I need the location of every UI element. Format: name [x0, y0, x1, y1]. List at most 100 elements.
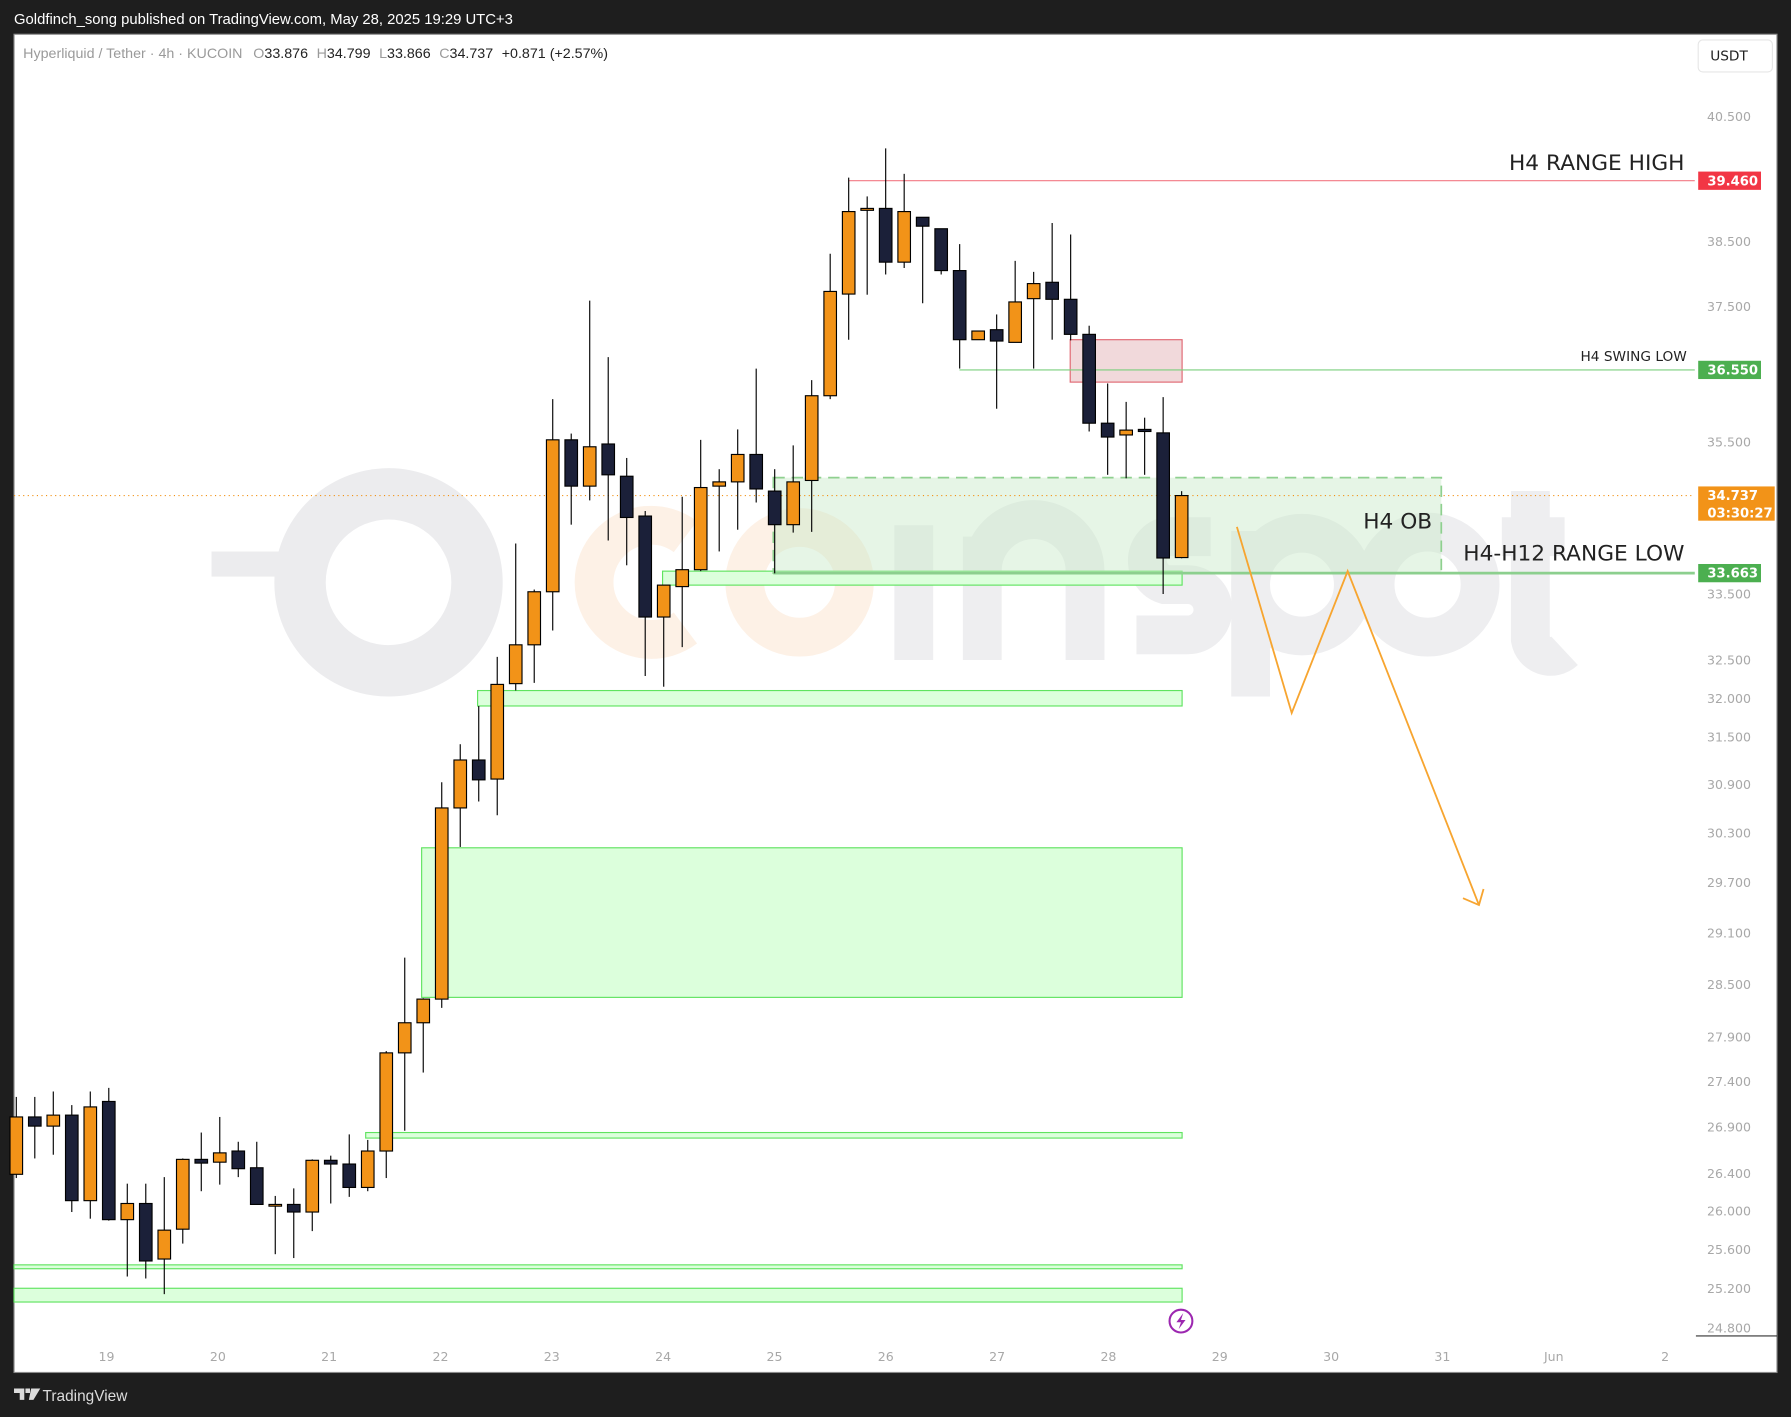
candle-body	[360, 1150, 375, 1189]
price-tick: 25.600	[1707, 1242, 1751, 1257]
candle	[120, 1183, 135, 1277]
candle-body	[601, 443, 616, 476]
candle	[601, 357, 616, 541]
candle-body	[46, 1114, 61, 1127]
swing-low-badge: 36.550	[1707, 363, 1758, 378]
candle	[46, 1091, 61, 1155]
candle-body	[897, 211, 912, 263]
candle-body	[952, 270, 967, 341]
candle	[545, 399, 560, 631]
candle	[527, 589, 542, 683]
symbol-info[interactable]: Hyperliquid / Tether · 4h · KUCOIN	[23, 46, 242, 62]
candle	[508, 543, 523, 691]
candle	[934, 228, 949, 275]
candle	[453, 744, 468, 847]
candle	[342, 1134, 357, 1197]
projection-arrowhead-icon	[1462, 888, 1485, 907]
candle-body	[212, 1152, 227, 1163]
order-block-zone	[772, 476, 1443, 574]
candle-body	[934, 228, 949, 272]
tradingview-logo[interactable]: TradingView	[14, 1388, 128, 1405]
candle-body	[656, 584, 671, 618]
time-tick: 31	[1434, 1349, 1450, 1364]
lightning-event-icon[interactable]	[1168, 1308, 1194, 1334]
candle	[434, 782, 449, 1008]
candle-body	[490, 683, 505, 780]
levels-layer	[14, 180, 1695, 575]
candle-body	[749, 453, 764, 490]
demand-zone	[421, 847, 1183, 998]
zones-layer	[13, 339, 1443, 1303]
candle	[564, 433, 579, 525]
price-tick: 25.200	[1707, 1281, 1751, 1296]
candle	[749, 368, 764, 503]
candle	[823, 253, 838, 400]
range-high-badge-bg	[1698, 171, 1762, 190]
candle	[1063, 234, 1078, 341]
candle	[194, 1132, 209, 1192]
candle	[471, 705, 486, 802]
candle	[64, 1105, 79, 1213]
time-tick: 28	[1100, 1349, 1116, 1364]
candle	[1008, 260, 1023, 343]
candle	[619, 457, 634, 566]
time-tick: 22	[432, 1349, 448, 1364]
candle	[804, 380, 819, 532]
candle	[138, 1183, 153, 1279]
candle	[786, 445, 801, 533]
price-tick: 27.400	[1707, 1074, 1751, 1089]
candle	[841, 177, 856, 340]
candle	[9, 1096, 24, 1179]
candle-body	[786, 481, 801, 526]
candle-body	[1119, 429, 1133, 436]
price-badges: 39.460 36.550 34.737 03:30:27 33.663	[1698, 171, 1775, 583]
low-label: L	[379, 46, 387, 62]
currency-label: USDT	[1710, 49, 1748, 65]
candle	[878, 148, 893, 275]
candle	[1119, 401, 1133, 479]
candle	[416, 998, 431, 1073]
time-axis[interactable]: 19 20 21 22 23 24 25 26 27 28 29 30 31 Jun 2	[99, 1349, 1670, 1364]
candle	[1174, 491, 1189, 559]
ohlc-legend: Hyperliquid / Tether · 4h · KUCOIN O33.8…	[23, 46, 608, 62]
price-tick: 26.400	[1707, 1166, 1751, 1181]
publish-info: Goldfinch_song published on TradingView.…	[14, 12, 513, 28]
candle-body	[101, 1100, 116, 1221]
candle-body	[841, 211, 856, 295]
close-value: 34.737	[450, 46, 494, 62]
price-axis[interactable]: 40.500 38.500 37.500 35.500 33.500 32.500 32.0…	[1707, 109, 1751, 1335]
currency-button[interactable]: USDT	[1697, 39, 1773, 73]
price-tick: 40.500	[1707, 109, 1751, 124]
candle	[915, 216, 930, 304]
candle-body	[27, 1116, 42, 1127]
candle	[249, 1141, 264, 1206]
candle	[231, 1141, 246, 1178]
candle-body	[175, 1158, 190, 1230]
tradingview-brand: TradingView	[43, 1388, 129, 1405]
order-block-label: H4 OB	[1363, 510, 1432, 535]
candle-body	[508, 644, 523, 685]
candle-body	[730, 453, 745, 483]
price-tick: 37.500	[1707, 299, 1751, 314]
price-tick: 32.000	[1707, 691, 1751, 706]
candle-body	[712, 481, 727, 487]
candle-body	[767, 490, 782, 526]
time-tick: 27	[989, 1349, 1005, 1364]
candle-body	[342, 1163, 357, 1189]
price-tick: 35.500	[1707, 434, 1751, 449]
price-tick: 29.100	[1707, 925, 1751, 940]
time-tick: 25	[766, 1349, 782, 1364]
candle-body	[194, 1158, 209, 1164]
candle-body	[1100, 422, 1115, 438]
time-tick: Jun	[1543, 1349, 1564, 1364]
price-tick: 27.900	[1707, 1029, 1751, 1044]
candle-body	[305, 1159, 320, 1213]
candle-body	[397, 1022, 412, 1054]
price-tick: 38.500	[1707, 234, 1751, 249]
swing-low-badge-bg	[1698, 360, 1762, 380]
candle	[582, 300, 597, 501]
range-high-badge: 39.460	[1707, 174, 1758, 189]
candle	[175, 1158, 190, 1244]
candle-body	[138, 1202, 153, 1262]
